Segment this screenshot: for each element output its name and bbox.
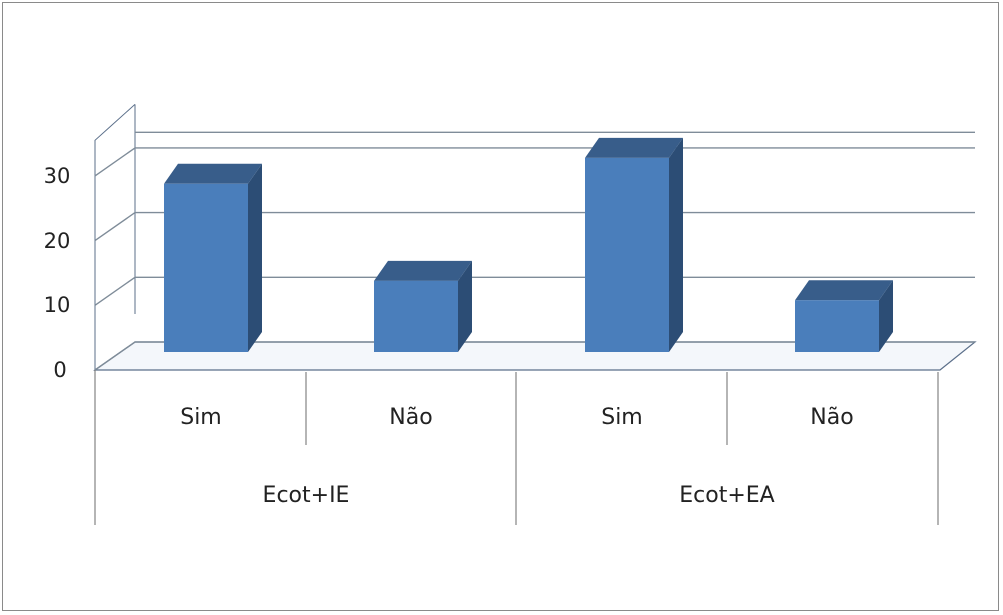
bar-side: [458, 260, 472, 352]
gridline: [94, 341, 975, 371]
y-axis-ticks: 0 10 20 30: [44, 164, 71, 382]
category-label-nao: Não: [389, 405, 432, 430]
gridline: [94, 276, 975, 306]
gridline: [94, 147, 975, 177]
bar-top: [585, 137, 683, 158]
y-tick-label: 30: [44, 164, 71, 188]
bars: [164, 137, 893, 352]
bar-side: [669, 137, 683, 352]
category-label-nao: Não: [810, 405, 853, 430]
side-wall-edge: [94, 103, 136, 370]
group-label-ecot-ie: Ecot+IE: [263, 483, 350, 508]
y-tick-label: 20: [44, 229, 71, 253]
bar-side: [879, 280, 893, 352]
category-labels: Sim Não Sim Não Ecot+IE Ecot+EA: [180, 405, 853, 508]
bar: [164, 183, 248, 352]
bar: [374, 280, 458, 352]
gridlines: [94, 131, 975, 371]
bar-side: [248, 163, 262, 352]
category-label-sim: Sim: [601, 405, 643, 430]
y-tick-label: 10: [44, 293, 71, 317]
bar: [795, 300, 879, 352]
bar-top: [164, 163, 262, 184]
y-tick-label: 0: [53, 358, 66, 382]
category-label-sim: Sim: [180, 405, 222, 430]
category-axis: [94, 370, 939, 525]
bar-top: [795, 280, 893, 301]
gridline: [94, 211, 975, 242]
bar-top: [374, 260, 472, 281]
group-label-ecot-ea: Ecot+EA: [679, 483, 774, 508]
bar: [585, 157, 669, 352]
